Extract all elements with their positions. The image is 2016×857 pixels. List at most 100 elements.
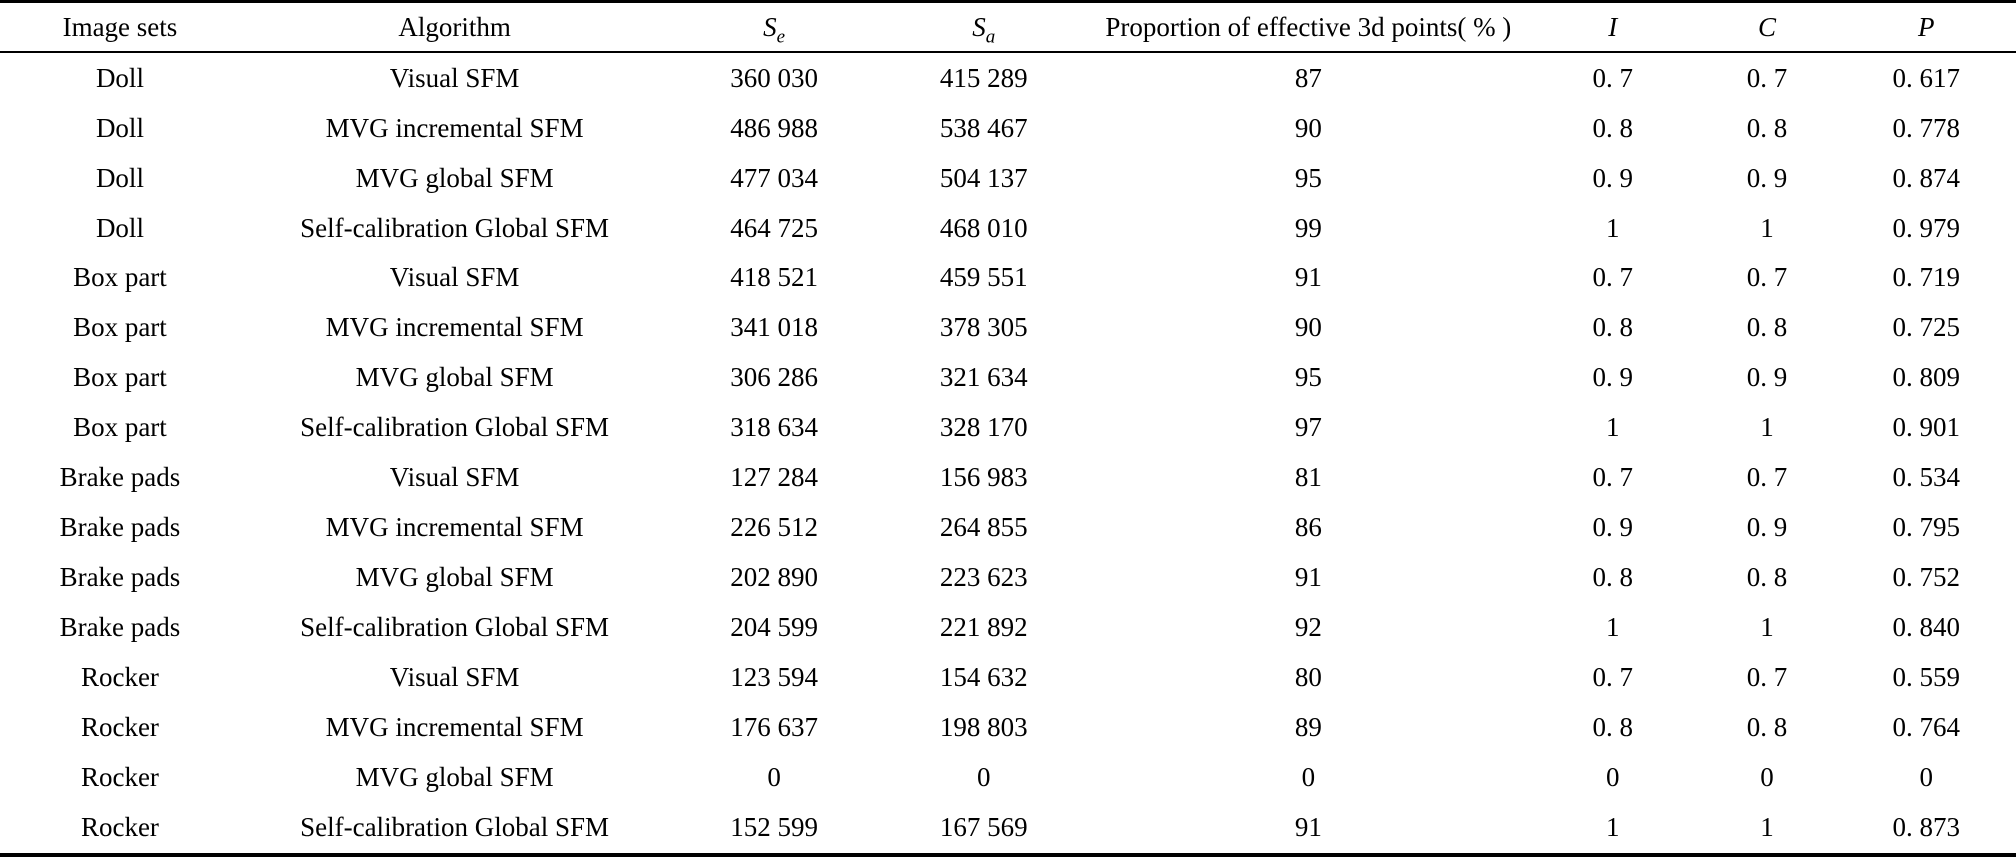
table-cell: 90: [1294, 112, 1322, 143]
table-cell: 538 467: [939, 112, 1028, 143]
table-cell: 0. 8: [1592, 312, 1634, 343]
table-cell: Self-calibration Global SFM: [300, 212, 610, 243]
table-cell: MVG global SFM: [355, 762, 554, 793]
table-cell: 0. 873: [1892, 812, 1961, 843]
table-row: Box part MVG global SFM 306 286 321 634 95 0.…: [0, 353, 2016, 403]
table-cell: 0. 7: [1746, 262, 1788, 293]
table-cell: 127 284: [730, 462, 818, 493]
table-cell: 123 594: [730, 662, 818, 693]
table-cell: 0. 8: [1746, 112, 1788, 143]
table-cell: 486 988: [730, 112, 818, 143]
table-row: Box part Visual SFM 418 521 459 551 91 0. 7 0.…: [0, 253, 2016, 303]
table-cell: 198 803: [939, 712, 1028, 743]
table-cell: 0. 7: [1592, 262, 1634, 293]
table-cell: Brake pads: [59, 612, 181, 643]
table-row: Brake pads MVG global SFM 202 890 223 623 91…: [0, 553, 2016, 603]
table-row: Doll MVG incremental SFM 486 988 538 467 90 0…: [0, 103, 2016, 153]
table-cell: 223 623: [939, 562, 1028, 593]
table-cell: 0. 7: [1746, 462, 1788, 493]
table-cell: 0. 8: [1592, 712, 1634, 743]
table-row: Rocker Visual SFM 123 594 154 632 80 0. 7 0. 7…: [0, 653, 2016, 703]
table-cell: 1: [1760, 612, 1774, 643]
table-cell: 0. 8: [1592, 112, 1634, 143]
table-cell: Self-calibration Global SFM: [300, 812, 610, 843]
table-cell: 0: [1301, 762, 1316, 793]
table-cell: Rocker: [80, 712, 159, 743]
table-cell: Doll: [95, 162, 144, 193]
col-header-algorithm: Algorithm: [239, 1, 670, 53]
table-cell: 90: [1294, 312, 1322, 343]
table-cell: MVG incremental SFM: [325, 512, 584, 543]
table-cell: 1: [1606, 612, 1620, 643]
table-cell: 0. 809: [1892, 362, 1961, 393]
table-cell: 0. 9: [1592, 162, 1634, 193]
table-cell: Self-calibration Global SFM: [300, 612, 610, 643]
table-cell: 91: [1294, 812, 1322, 843]
table-cell: 477 034: [730, 162, 818, 193]
table-cell: 0. 8: [1746, 562, 1788, 593]
table-cell: 0. 725: [1892, 312, 1961, 343]
table-cell: 0. 752: [1892, 562, 1961, 593]
table-cell: 99: [1294, 212, 1322, 243]
table-cell: 464 725: [730, 212, 818, 243]
col-header-c: C: [1697, 1, 1837, 53]
table-cell: 97: [1294, 412, 1322, 443]
table-cell: MVG incremental SFM: [325, 712, 584, 743]
table-cell: Brake pads: [59, 462, 181, 493]
table-cell: 0. 7: [1592, 62, 1634, 93]
table-cell: 318 634: [730, 412, 818, 443]
table-row: Doll Self-calibration Global SFM 464 725 46…: [0, 203, 2016, 253]
table-cell: 0. 901: [1892, 412, 1961, 443]
table-cell: 80: [1294, 662, 1322, 693]
col-header-i: I: [1528, 1, 1698, 53]
table-cell: 0. 534: [1892, 462, 1961, 493]
table-cell: 0. 9: [1592, 512, 1634, 543]
table-cell: 378 305: [939, 312, 1028, 343]
table-cell: 95: [1294, 162, 1322, 193]
table-cell: Self-calibration Global SFM: [300, 412, 610, 443]
col-header-proportion: Proportion of effective 3d points( % ): [1088, 1, 1529, 53]
table-cell: Box part: [73, 312, 167, 343]
table-cell: 0. 9: [1746, 362, 1788, 393]
table-cell: Brake pads: [59, 562, 181, 593]
table-cell: 1: [1760, 412, 1774, 443]
table-cell: Visual SFM: [389, 662, 520, 693]
table-row: Rocker MVG incremental SFM 176 637 198 803 8…: [0, 703, 2016, 753]
table-cell: Brake pads: [59, 512, 181, 543]
table-cell: 221 892: [939, 612, 1028, 643]
table-cell: 0. 979: [1892, 212, 1961, 243]
table-row: Brake pads Visual SFM 127 284 156 983 81 0. 7…: [0, 453, 2016, 503]
table-cell: 95: [1294, 362, 1322, 393]
table-cell: Doll: [95, 62, 144, 93]
table-row: Box part MVG incremental SFM 341 018 378 30…: [0, 303, 2016, 353]
table-cell: MVG incremental SFM: [325, 112, 584, 143]
table-cell: 0: [1919, 762, 1934, 793]
table-cell: 154 632: [939, 662, 1028, 693]
table-cell: Rocker: [80, 662, 159, 693]
table-cell: 0. 840: [1892, 612, 1961, 643]
table-cell: 0. 874: [1892, 162, 1961, 193]
header-row: Image sets Algorithm Se Sa Proportion of…: [0, 1, 2016, 53]
table-cell: Box part: [73, 262, 167, 293]
table-cell: 87: [1294, 62, 1322, 93]
table-cell: Visual SFM: [389, 462, 520, 493]
col-header-se: Se: [669, 1, 879, 53]
table-cell: 504 137: [939, 162, 1028, 193]
table-cell: MVG global SFM: [355, 162, 554, 193]
table-cell: Rocker: [80, 762, 159, 793]
table-row: Brake pads MVG incremental SFM 226 512 264 …: [0, 503, 2016, 553]
table-cell: 418 521: [730, 262, 818, 293]
table-cell: Box part: [73, 412, 167, 443]
table-cell: 91: [1294, 562, 1322, 593]
table-cell: 1: [1606, 212, 1620, 243]
table-cell: 0. 8: [1592, 562, 1634, 593]
table-cell: 81: [1294, 462, 1322, 493]
table-cell: 264 855: [939, 512, 1028, 543]
table-cell: Box part: [73, 362, 167, 393]
table-cell: 167 569: [939, 812, 1028, 843]
table-cell: 0. 8: [1746, 712, 1788, 743]
table-cell: 0. 559: [1892, 662, 1961, 693]
table-cell: 92: [1294, 612, 1322, 643]
table-cell: 89: [1294, 712, 1322, 743]
